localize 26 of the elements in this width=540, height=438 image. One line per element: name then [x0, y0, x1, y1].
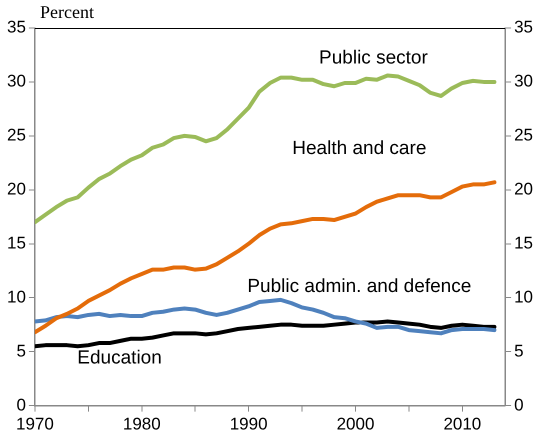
y-tick-label: 0 — [16, 395, 26, 414]
y-axis-title: Percent — [40, 2, 94, 23]
y2-tick-label: 15 — [514, 233, 534, 252]
series-label: Public sector — [319, 47, 428, 68]
x-tick-label: 1970 — [16, 414, 54, 434]
y2-tick-label: 20 — [514, 180, 534, 199]
y-tick-label: 35 — [6, 18, 26, 37]
y2-tick-label: 10 — [514, 287, 534, 306]
y2-tick-label: 35 — [514, 18, 534, 37]
x-tick-label: 1990 — [230, 414, 268, 434]
y2-tick-label: 0 — [514, 395, 524, 414]
y-tick-label: 15 — [6, 233, 26, 252]
y2-tick-label: 30 — [514, 72, 534, 91]
series-label: Health and care — [292, 138, 426, 160]
y2-tick-label: 5 — [514, 341, 524, 360]
y-tick-label: 5 — [16, 341, 26, 360]
x-tick-label: 2000 — [336, 414, 374, 434]
series-label: Education — [77, 348, 162, 369]
x-tick-label: 2010 — [443, 414, 482, 434]
y-tick-label: 10 — [6, 287, 26, 306]
y-tick-label: 20 — [6, 180, 26, 199]
series-label: Public admin. and defence — [247, 276, 472, 297]
x-tick-label: 1980 — [122, 414, 161, 434]
y-tick-label: 30 — [6, 72, 26, 91]
y-tick-label: 25 — [6, 126, 26, 145]
y2-tick-label: 25 — [514, 126, 534, 145]
